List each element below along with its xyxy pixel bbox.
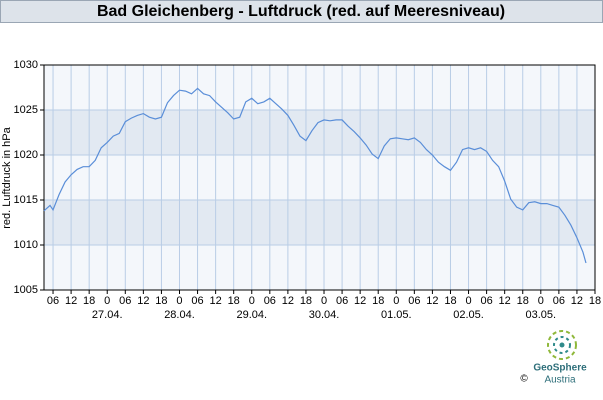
plot-area [44, 65, 595, 290]
x-tick-label: 06 [119, 295, 131, 307]
x-tick-label: 18 [155, 295, 167, 307]
x-tick-label: 0 [104, 295, 110, 307]
x-tick-label: 18 [372, 295, 384, 307]
x-tick-label: 0 [393, 295, 399, 307]
logo-name: GeoSphere [533, 363, 587, 374]
x-tick-label: 18 [444, 295, 456, 307]
chart-title: Bad Gleichenberg - Luftdruck (red. auf M… [97, 3, 505, 20]
x-date-label: 30.04. [309, 309, 340, 321]
x-tick-label: 18 [83, 295, 95, 307]
x-tick-label: 06 [480, 295, 492, 307]
x-tick-label: 06 [191, 295, 203, 307]
x-tick-label: 18 [517, 295, 529, 307]
plot-border [43, 64, 596, 291]
x-tick-label: 06 [553, 295, 565, 307]
x-tick-label: 12 [354, 295, 366, 307]
y-tick-label: 1005 [14, 284, 38, 296]
logo-sub: Austria [544, 375, 576, 386]
x-date-label: 02.05. [453, 309, 484, 321]
logo-ring [547, 330, 577, 360]
x-tick-label: 0 [538, 295, 544, 307]
y-tick-label: 1020 [14, 149, 38, 161]
logo-ring [553, 336, 571, 354]
x-tick-label: 12 [209, 295, 221, 307]
data-line [43, 87, 587, 264]
grid-band [44, 110, 595, 155]
logo-dot [559, 342, 565, 348]
x-tick-label: 06 [336, 295, 348, 307]
x-date-label: 28.04. [164, 309, 195, 321]
x-date-label: 03.05. [526, 309, 557, 321]
x-tick-label: 06 [264, 295, 276, 307]
x-tick-label: 18 [300, 295, 312, 307]
x-tick-label: 06 [408, 295, 420, 307]
x-tick-label: 18 [228, 295, 240, 307]
x-tick-label: 12 [65, 295, 77, 307]
x-tick-label: 12 [499, 295, 511, 307]
y-tick-label: 1030 [14, 59, 38, 71]
y-tick-label: 1025 [14, 104, 38, 116]
x-tick-label: 12 [137, 295, 149, 307]
y-axis-label: red. Luftdruck in hPa [1, 126, 13, 228]
x-tick-label: 0 [249, 295, 255, 307]
x-tick-label: 18 [589, 295, 601, 307]
logo [547, 330, 577, 360]
x-tick-label: 12 [571, 295, 583, 307]
x-tick-label: 0 [465, 295, 471, 307]
x-tick-label: 06 [47, 295, 59, 307]
grid-band [44, 200, 595, 245]
copyright: © [520, 374, 528, 385]
y-tick-label: 1015 [14, 194, 38, 206]
x-date-label: 01.05. [381, 309, 412, 321]
x-tick-label: 0 [321, 295, 327, 307]
x-date-label: 29.04. [236, 309, 267, 321]
x-tick-label: 12 [282, 295, 294, 307]
y-tick-label: 1010 [14, 239, 38, 251]
x-tick-label: 0 [176, 295, 182, 307]
x-date-label: 27.04. [92, 309, 123, 321]
x-tick-label: 12 [426, 295, 438, 307]
